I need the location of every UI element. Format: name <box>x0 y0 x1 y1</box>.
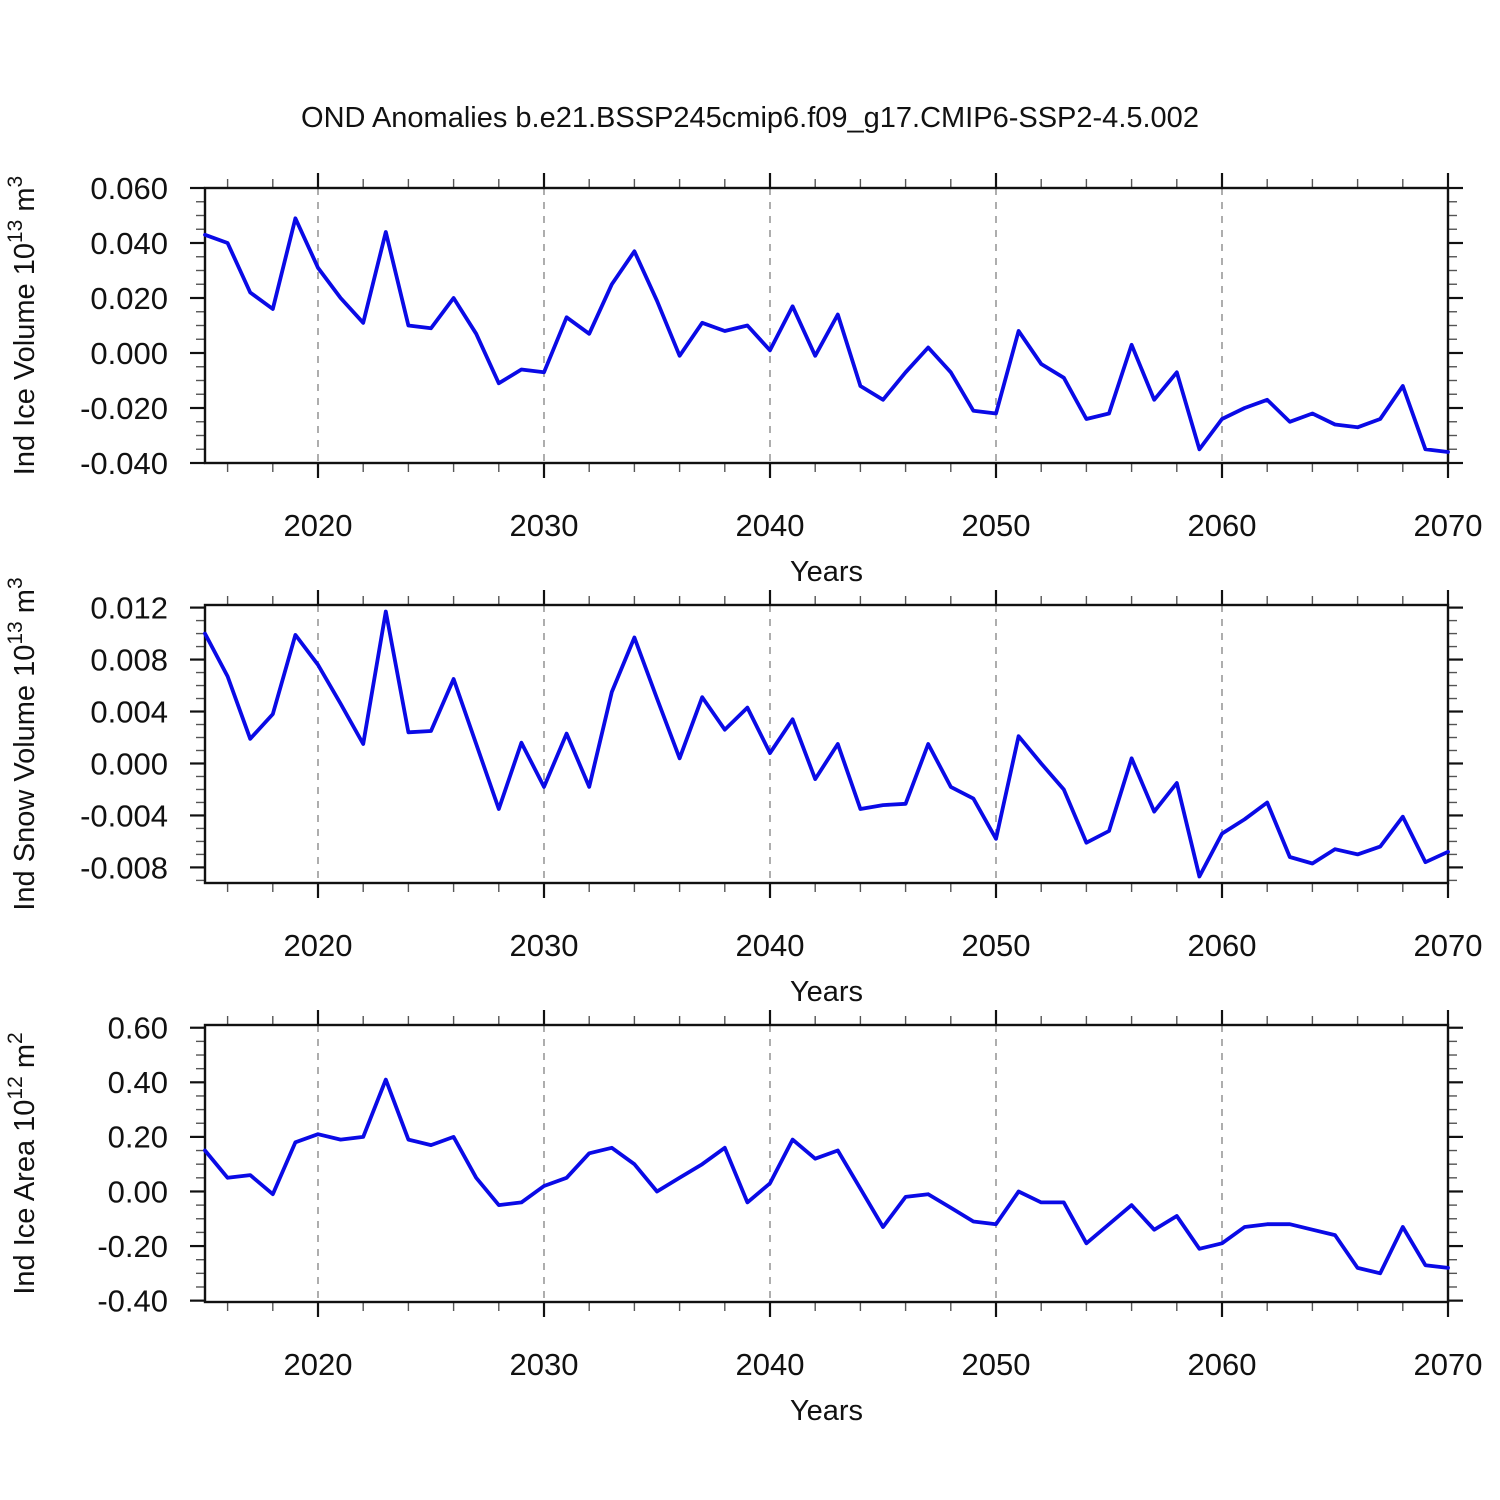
y-tick-label: -0.040 <box>80 446 168 481</box>
y-tick-label: -0.008 <box>80 850 168 885</box>
y-tick-label: -0.020 <box>80 391 168 426</box>
y-tick-label: -0.40 <box>97 1283 168 1318</box>
y-tick-label: 0.40 <box>108 1065 168 1100</box>
x-tick-label: 2060 <box>1188 928 1257 963</box>
x-axis-title: Years <box>790 976 863 1008</box>
plot-border <box>203 1023 1450 1304</box>
ice-volume-series-line <box>203 216 1450 454</box>
x-tick-label: 2040 <box>736 508 805 543</box>
y-tick-label: 0.008 <box>90 642 168 677</box>
x-tick-label: 2070 <box>1414 508 1483 543</box>
x-tick-label: 2030 <box>510 928 579 963</box>
ice-area-series-line <box>203 1077 1450 1276</box>
x-tick-label: 2040 <box>736 928 805 963</box>
x-tick-label: 2030 <box>510 1347 579 1382</box>
y-axis-title: Ind Snow Volume 1013 m3 <box>4 577 41 910</box>
y-axis-title: Ind Ice Area 1012 m2 <box>4 1032 41 1294</box>
ice-area-panel: 0.60 0.40 0.20 0.00 -0.20 -0.40 2020 2030 2040 20… <box>4 1010 1482 1427</box>
y-axis-title: Ind Ice Volume 1013 m3 <box>4 176 41 475</box>
x-tick-label: 2050 <box>962 508 1031 543</box>
plot-border <box>203 186 1450 465</box>
y-tick-label: 0.060 <box>90 171 168 206</box>
plot-border <box>203 603 1450 885</box>
y-tick-label: -0.004 <box>80 798 168 833</box>
x-tick-label: 2040 <box>736 1347 805 1382</box>
y-tick-label: 0.004 <box>90 694 168 729</box>
x-tick-label: 2070 <box>1414 928 1483 963</box>
snow-volume-panel: 0.012 0.008 0.004 0.000 -0.004 -0.008 2020 2030… <box>4 577 1482 1008</box>
x-tick-label: 2020 <box>284 928 353 963</box>
y-tick-label: 0.000 <box>90 336 168 371</box>
x-tick-label: 2060 <box>1188 508 1257 543</box>
figure-title: OND Anomalies b.e21.BSSP245cmip6.f09_g17… <box>301 102 1199 134</box>
snow-volume-series-line <box>203 609 1450 879</box>
y-tick-label: 0.00 <box>108 1174 168 1209</box>
x-tick-label: 2030 <box>510 508 579 543</box>
x-axis-title: Years <box>790 1395 863 1427</box>
x-tick-label: 2070 <box>1414 1347 1483 1382</box>
x-axis-title: Years <box>790 556 863 588</box>
y-tick-label: 0.000 <box>90 746 168 781</box>
y-tick-label: 0.20 <box>108 1120 168 1155</box>
y-tick-label: 0.60 <box>108 1011 168 1046</box>
x-tick-label: 2020 <box>284 1347 353 1382</box>
x-tick-label: 2050 <box>962 928 1031 963</box>
y-tick-label: 0.020 <box>90 281 168 316</box>
x-tick-label: 2060 <box>1188 1347 1257 1382</box>
y-tick-label: 0.012 <box>90 590 168 625</box>
x-tick-label: 2050 <box>962 1347 1031 1382</box>
ice-volume-panel: 0.060 0.040 0.020 0.000 -0.020 -0.040 2020 2030… <box>4 171 1482 588</box>
y-tick-label: -0.20 <box>97 1229 168 1264</box>
y-tick-label: 0.040 <box>90 226 168 261</box>
x-tick-label: 2020 <box>284 508 353 543</box>
